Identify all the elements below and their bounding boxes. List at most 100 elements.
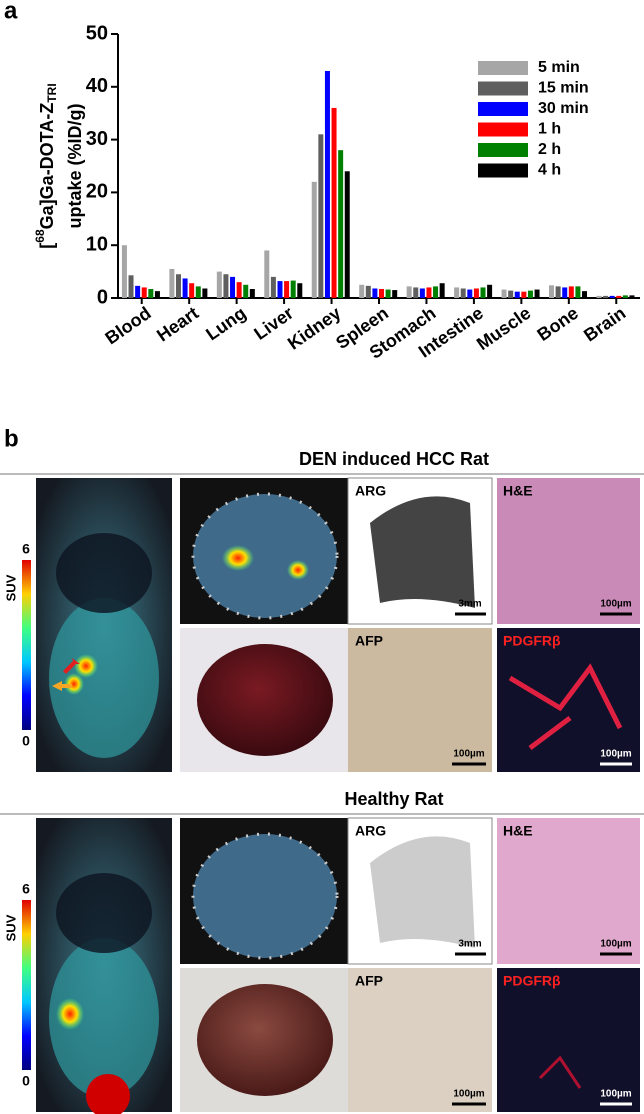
bar	[344, 171, 350, 298]
suv-label: SUV	[3, 914, 18, 941]
bar	[182, 278, 188, 298]
bar	[555, 286, 561, 298]
scale-label: 3mm	[458, 599, 481, 610]
pdgfr-image	[497, 968, 640, 1112]
uptake-region	[49, 938, 159, 1098]
bar	[527, 290, 533, 298]
bar	[609, 295, 615, 298]
suv-min: 0	[22, 733, 30, 749]
bar	[575, 286, 581, 298]
bar	[508, 290, 514, 298]
legend-swatch	[478, 163, 528, 178]
suv-colorbar	[22, 560, 31, 730]
legend-swatch	[478, 61, 528, 75]
bar	[426, 287, 432, 298]
afp-image	[348, 968, 492, 1112]
y-label-part: Ga]Ga-DOTA-Z	[37, 103, 57, 230]
bar	[195, 286, 201, 298]
arg-label: ARG	[355, 483, 386, 499]
scale-label: 100µm	[600, 1089, 631, 1100]
bar	[359, 284, 365, 298]
he-label: H&E	[503, 483, 533, 499]
bar	[175, 274, 181, 298]
bar	[365, 285, 371, 298]
bar	[141, 287, 147, 298]
x-tick-label: Blood	[101, 303, 154, 349]
y-tick-label: 0	[97, 286, 108, 308]
bar	[629, 295, 635, 298]
legend-label: 4 h	[538, 162, 561, 179]
suv-colorbar	[22, 900, 31, 1070]
afp-image	[348, 628, 492, 772]
y-label-part: [	[37, 243, 57, 249]
x-tick-label: Heart	[153, 303, 202, 346]
y-tick-label: 40	[86, 75, 108, 97]
bar	[189, 283, 195, 298]
y-tick-label: 50	[86, 22, 108, 44]
bar	[603, 295, 609, 298]
arg-label: ARG	[355, 823, 386, 839]
scale-label: 3mm	[458, 939, 481, 950]
bar	[270, 276, 276, 298]
bar	[514, 291, 520, 298]
bar	[154, 291, 160, 298]
bar	[230, 276, 236, 298]
afp-label: AFP	[355, 633, 383, 649]
section-title: DEN induced HCC Rat	[299, 449, 489, 469]
axial-body	[191, 492, 339, 620]
bar	[473, 288, 479, 298]
panel-label: b	[4, 425, 19, 452]
legend-swatch	[478, 102, 528, 116]
bar	[338, 150, 344, 298]
suv-max: 6	[22, 541, 30, 557]
arrow	[52, 681, 72, 691]
section-title: Healthy Rat	[344, 789, 443, 809]
bar	[121, 245, 127, 298]
y-axis-label: [68Ga]Ga-DOTA-ZTRI	[33, 83, 59, 248]
bar	[392, 290, 398, 298]
y-tick-label: 10	[86, 233, 108, 255]
pdgfr-label: PDGFRβ	[503, 633, 561, 649]
bar	[487, 284, 493, 298]
scale-label: 100µm	[600, 749, 631, 760]
suv-max: 6	[22, 881, 30, 897]
x-tick-label: Bone	[534, 303, 582, 345]
liver-photo	[197, 984, 333, 1096]
x-tick-label: Muscle	[473, 303, 534, 354]
bar	[549, 285, 555, 298]
bar	[379, 289, 384, 298]
bar	[290, 280, 296, 298]
hot-spot	[74, 654, 98, 678]
legend-label: 2 h	[538, 141, 561, 158]
legend-label: 30 min	[538, 100, 589, 117]
bar	[236, 282, 242, 298]
he-label: H&E	[503, 823, 533, 839]
bladder	[86, 1074, 130, 1114]
bar	[284, 281, 290, 298]
hot-spot	[64, 673, 84, 695]
suv-label: SUV	[3, 574, 18, 601]
scale-label: 100µm	[600, 599, 631, 610]
lung-region	[56, 533, 152, 613]
lung-region	[56, 873, 152, 953]
uptake-region	[49, 598, 159, 758]
bar	[413, 287, 419, 298]
bar	[223, 274, 229, 298]
bar	[318, 134, 324, 298]
hot-spot	[222, 545, 254, 571]
panel-label: a	[4, 0, 18, 24]
liver-photo	[197, 644, 333, 756]
bar	[419, 288, 425, 298]
pdgfr-signal	[508, 663, 623, 750]
y-tick-label: 30	[86, 128, 108, 150]
hot-spot	[287, 560, 309, 580]
legend-swatch	[478, 122, 528, 137]
bar	[128, 275, 134, 298]
bar	[331, 107, 337, 298]
arg-tissue	[370, 496, 475, 608]
bar	[406, 286, 412, 298]
hot-spot	[56, 998, 84, 1030]
pdgfr-signal	[538, 1055, 582, 1089]
bar	[277, 281, 283, 298]
y-label-sub: TRI	[45, 83, 59, 102]
